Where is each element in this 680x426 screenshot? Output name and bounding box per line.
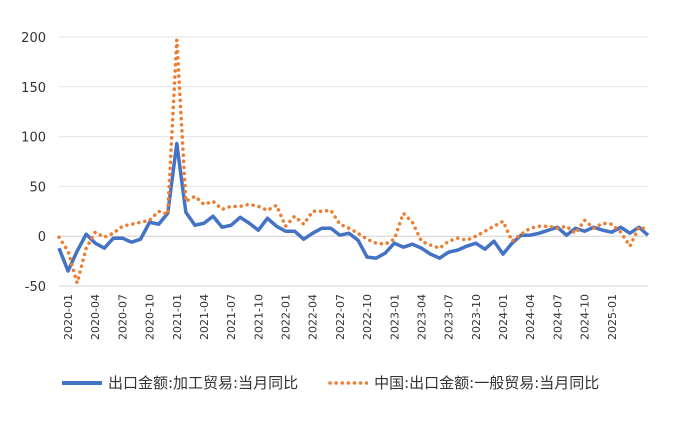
y-tick-label: 50 xyxy=(29,180,46,195)
legend: 出口金额:加工贸易:当月同比 中国:出口金额:一般贸易:当月同比 xyxy=(62,372,662,393)
x-tick-label: 2020-10 xyxy=(144,294,157,340)
x-tick-label: 2020-07 xyxy=(116,294,129,340)
y-tick-label: -50 xyxy=(25,280,46,295)
x-tick-label: 2022-07 xyxy=(334,294,347,340)
x-tick-label: 2021-10 xyxy=(252,294,265,340)
series-line-general-trade xyxy=(57,39,650,290)
legend-label-processing-trade: 出口金额:加工贸易:当月同比 xyxy=(108,374,299,392)
legend-swatch-solid-line xyxy=(62,380,102,385)
x-tick-label: 2021-07 xyxy=(225,294,238,340)
y-axis: -50 0 50 100 150 200 xyxy=(21,31,46,295)
x-tick-label: 2023-01 xyxy=(388,294,401,340)
x-tick-label: 2023-04 xyxy=(415,294,428,340)
x-tick-label: 2024-07 xyxy=(551,294,564,340)
x-tick-label: 2023-07 xyxy=(443,294,456,340)
x-axis: 2020-01 2020-04 2020-07 2020-10 2021-01 2021-… xyxy=(59,285,648,340)
x-tick-label: 2025-01 xyxy=(606,294,619,340)
x-tick-label: 2021-04 xyxy=(198,294,211,340)
x-tick-label: 2024-10 xyxy=(579,294,592,340)
x-tick-label: 2022-10 xyxy=(361,294,374,340)
x-tick-label: 2021-01 xyxy=(171,294,184,340)
legend-item-general-trade: 中国:出口金额:一般贸易:当月同比 xyxy=(328,372,599,393)
y-tick-label: 0 xyxy=(38,230,46,245)
x-tick-label: 2022-01 xyxy=(280,294,293,340)
legend-label-general-trade: 中国:出口金额:一般贸易:当月同比 xyxy=(374,374,600,392)
legend-item-processing-trade: 出口金额:加工贸易:当月同比 xyxy=(62,372,298,393)
x-tick-label: 2020-01 xyxy=(62,294,75,340)
x-tick-label: 2024-04 xyxy=(524,294,537,340)
y-tick-label: 150 xyxy=(21,81,46,96)
x-tick-label: 2023-10 xyxy=(470,294,483,340)
x-tick-label: 2020-04 xyxy=(89,294,102,340)
x-tick-label: 2024-01 xyxy=(497,294,510,340)
y-tick-label: 200 xyxy=(21,31,46,46)
y-tick-label: 100 xyxy=(21,131,46,146)
series-line-processing-trade xyxy=(57,141,650,273)
series-layer xyxy=(57,39,650,290)
gridlines xyxy=(59,36,648,287)
legend-swatch-dotted-line xyxy=(328,380,369,385)
x-tick-label: 2022-04 xyxy=(307,294,320,340)
